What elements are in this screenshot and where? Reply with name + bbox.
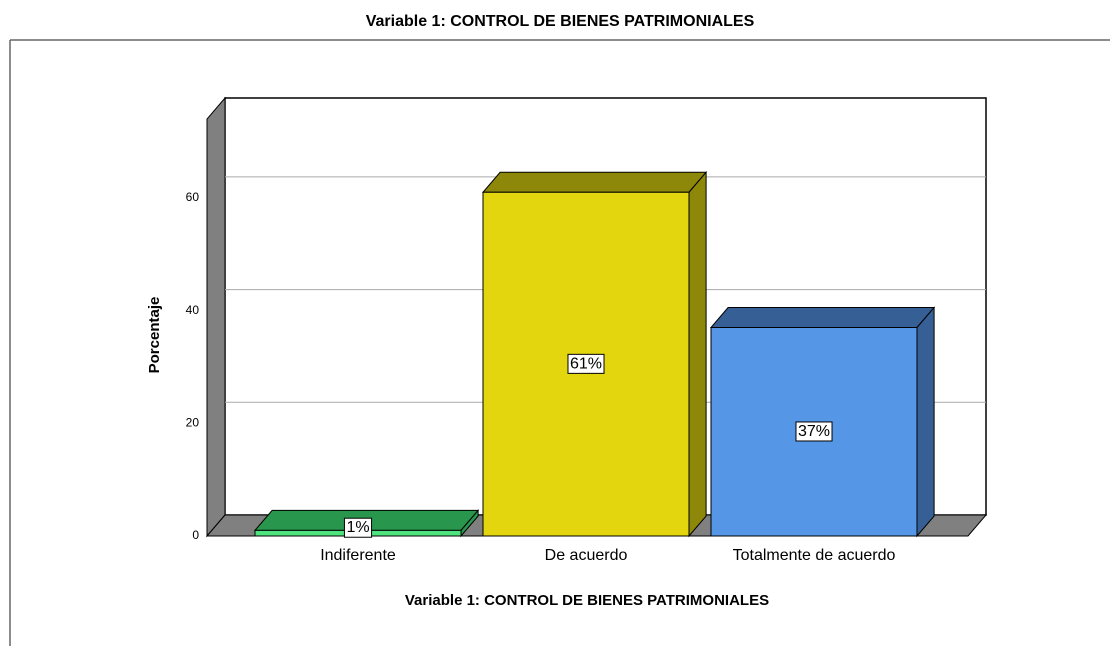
bar-side (688, 170, 707, 538)
x-tick-label: De acuerdo (545, 547, 628, 564)
chart-title: Variable 1: CONTROL DE BIENES PATRIMONIA… (366, 13, 755, 30)
left-wall (206, 96, 226, 538)
data-label: 61% (570, 355, 602, 372)
bar-top (709, 307, 936, 328)
y-tick-label: 0 (192, 528, 199, 542)
data-label: 37% (798, 423, 830, 440)
x-axis-title: Variable 1: CONTROL DE BIENES PATRIMONIA… (405, 592, 769, 609)
data-label-box (795, 421, 833, 442)
data-label-box (567, 353, 605, 374)
y-tick-label: 60 (186, 190, 200, 204)
x-tick-label: Indiferente (320, 547, 396, 564)
bar-side (916, 306, 935, 538)
y-tick-label: 20 (186, 415, 200, 429)
bar-top (481, 171, 708, 193)
x-tick-label: Totalmente de acuerdo (733, 547, 896, 564)
y-axis-title: Porcentaje (146, 297, 163, 374)
y-tick-label: 40 (186, 303, 200, 317)
data-label-box (343, 517, 373, 538)
data-label: 1% (346, 519, 369, 536)
